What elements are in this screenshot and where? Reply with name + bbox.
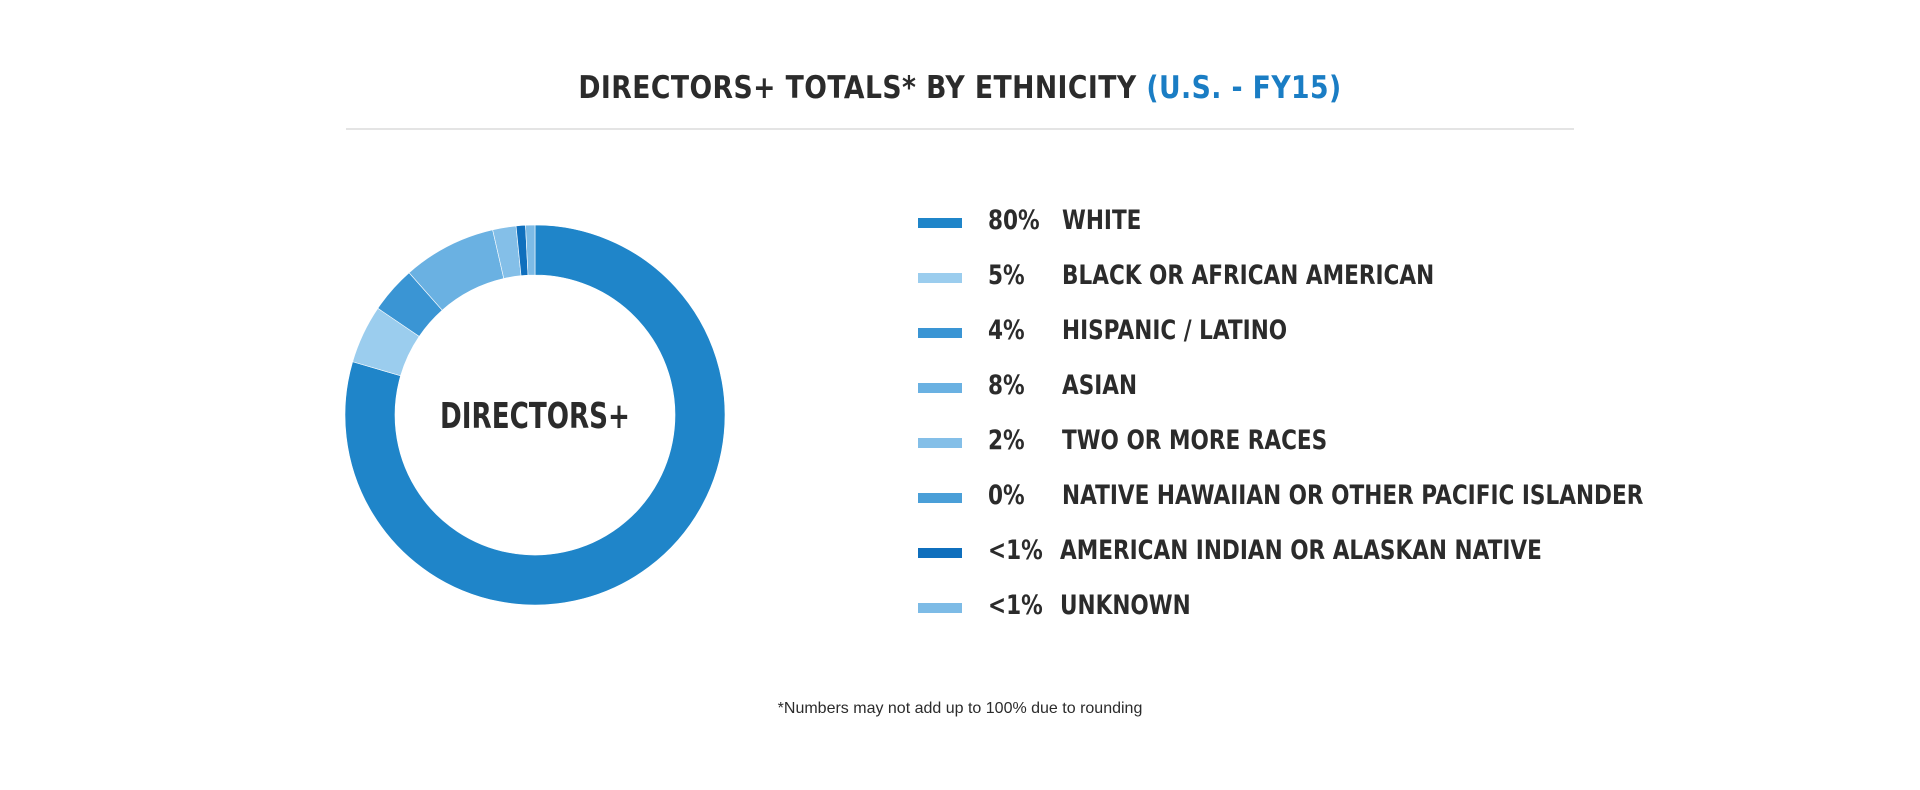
donut-slices [344, 224, 726, 606]
legend-swatch [918, 218, 962, 228]
legend-percent: 8% [988, 370, 1025, 401]
legend-item: 5% BLACK OR AFRICAN AMERICAN [918, 256, 1618, 311]
legend-swatch [918, 438, 962, 448]
donut-slice-white [344, 224, 726, 606]
legend-swatch [918, 548, 962, 558]
donut-chart: DIRECTORS+ [344, 224, 726, 606]
legend-percent: 5% [988, 260, 1025, 291]
legend-label: HISPANIC / LATINO [1062, 315, 1288, 346]
legend-label: UNKNOWN [1060, 590, 1191, 621]
legend-swatch [918, 603, 962, 613]
legend-percent: 80% [988, 205, 1040, 236]
legend-item: 4% HISPANIC / LATINO [918, 311, 1618, 366]
donut-center-label: DIRECTORS+ [440, 396, 630, 437]
legend-label: WHITE [1062, 205, 1142, 236]
legend-item: <1% UNKNOWN [918, 586, 1618, 641]
chart-title-accent: (U.S. - FY15) [1146, 70, 1342, 106]
legend-item: <1% AMERICAN INDIAN OR ALASKAN NATIVE [918, 531, 1618, 586]
legend-item: 0% NATIVE HAWAIIAN OR OTHER PACIFIC ISLA… [918, 476, 1643, 531]
footnote: *Numbers may not add up to 100% due to r… [777, 700, 1143, 717]
legend-swatch [918, 493, 962, 503]
legend-label: ASIAN [1062, 370, 1138, 401]
legend-label: AMERICAN INDIAN OR ALASKAN NATIVE [1060, 535, 1542, 566]
donut-slice-unknown [525, 224, 536, 276]
legend-percent: <1% [988, 535, 1043, 566]
legend-percent: <1% [988, 590, 1043, 621]
legend-label: TWO OR MORE RACES [1062, 425, 1328, 456]
legend-percent: 2% [988, 425, 1025, 456]
legend-item: 2% TWO OR MORE RACES [918, 421, 1618, 476]
chart-title: DIRECTORS+ TOTALS* BY ETHNICITY (U.S. - … [134, 70, 1785, 106]
legend-label: NATIVE HAWAIIAN OR OTHER PACIFIC ISLANDE… [1062, 480, 1644, 511]
legend-percent: 0% [988, 480, 1025, 511]
legend-swatch [918, 328, 962, 338]
legend-percent: 4% [988, 315, 1025, 346]
legend-label: BLACK OR AFRICAN AMERICAN [1062, 260, 1435, 291]
legend-item: 80% WHITE [918, 201, 1618, 256]
title-divider [346, 128, 1574, 130]
legend-item: 8% ASIAN [918, 366, 1618, 421]
chart-legend: 80% WHITE 5% BLACK OR AFRICAN AMERICAN 4… [918, 201, 1643, 641]
legend-swatch [918, 273, 962, 283]
chart-title-main: DIRECTORS+ TOTALS* BY ETHNICITY [578, 70, 1137, 106]
legend-swatch [918, 383, 962, 393]
